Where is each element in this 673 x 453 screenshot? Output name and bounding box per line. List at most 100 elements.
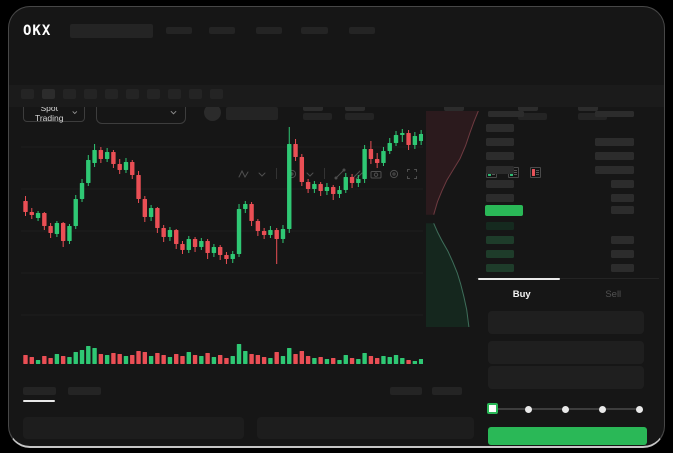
ask-row-amount [595,138,634,146]
ask-row-price[interactable] [486,124,514,132]
market-header: Spot Trading [9,53,664,124]
chevron-down-icon [72,111,78,115]
candlestick-chart[interactable] [21,107,423,369]
chart-type-icon[interactable] [237,167,250,180]
top-nav: OKX [9,7,664,53]
bottom-panel [23,417,244,439]
price-row-amount [611,206,634,214]
bottom-tab[interactable] [23,387,56,395]
buy-submit-button[interactable] [488,427,647,445]
interval-button[interactable] [168,89,181,99]
book-icon-line [514,174,517,176]
bid-row-price[interactable] [486,222,514,230]
chevron-down-icon[interactable] [255,167,268,180]
ask-row-amount [611,194,634,202]
interval-button[interactable] [105,89,118,99]
stat-value-placeholder [578,113,607,120]
order-form-input[interactable] [488,341,644,364]
drawing-tools [237,167,418,180]
last-price-bar[interactable] [485,205,523,216]
slider-stop[interactable] [525,406,532,413]
ask-row-price[interactable] [486,180,514,188]
okx-logo[interactable]: OKX [23,23,52,39]
book-icon-segment [532,169,535,176]
orderbook-header-right [595,111,634,117]
depth-chart [426,111,479,327]
nav-item[interactable] [349,27,375,34]
bid-row-price[interactable] [486,236,514,244]
book-icon-line [536,174,539,176]
slider-handle[interactable] [487,403,498,414]
bid-row-amount [611,264,634,272]
coin-icon [204,104,221,121]
ask-row-amount [595,152,634,160]
book-sells-icon[interactable] [530,167,541,178]
stat-label-placeholder [303,105,323,111]
trade-tabs: Buy Sell [476,278,659,309]
slider-stop[interactable] [636,406,643,413]
bottom-action[interactable] [432,387,462,395]
bottom-tab[interactable] [68,387,101,395]
camera-icon[interactable] [369,167,382,180]
chevron-down-icon [170,110,177,115]
nav-item[interactable] [166,27,192,34]
interval-button[interactable] [210,89,223,99]
trendline-icon[interactable] [333,167,346,180]
book-icon-line [536,171,539,173]
interval-button[interactable] [21,89,34,99]
bottom-active-tab-indicator [23,400,55,402]
slider-stop[interactable] [562,406,569,413]
toolbar-divider [324,168,325,179]
nav-item[interactable] [301,27,328,34]
chart-toolbar [9,85,664,179]
stat-value-placeholder [345,113,374,120]
interval-button[interactable] [189,89,202,99]
settings-icon[interactable] [387,167,400,180]
bid-row-price[interactable] [486,250,514,258]
ask-row-price[interactable] [486,152,514,160]
book-icon-line [492,174,495,176]
active-tab-indicator [478,278,560,280]
ask-row-amount [595,166,634,174]
pair-name-placeholder [226,107,278,120]
book-icon-line [536,169,539,171]
book-icon-segment [488,173,491,176]
toolbar-divider [276,168,277,179]
interval-button[interactable] [42,89,55,99]
ask-row-amount [611,180,634,188]
market-type-label: Spot Trading [34,102,64,123]
ask-row-price[interactable] [486,194,514,202]
tab-buy-label: Buy [512,288,531,300]
bid-row-price[interactable] [486,264,514,272]
tab-buy[interactable]: Buy [476,278,568,309]
tab-sell-label: Sell [605,288,622,300]
interval-button[interactable] [126,89,139,99]
bid-row-amount [611,236,634,244]
ask-row-price[interactable] [486,166,514,174]
tab-sell[interactable]: Sell [568,279,660,309]
nav-item[interactable] [256,27,282,34]
order-form-input[interactable] [488,366,644,389]
bottom-panel [257,417,474,439]
bid-row-amount [611,250,634,258]
ask-row-price[interactable] [486,138,514,146]
book-icon-line [514,171,517,173]
stat-value-placeholder [518,113,547,120]
stat-label-placeholder [578,105,598,111]
order-form-input[interactable] [488,311,644,334]
chevron-down-icon[interactable] [303,167,316,180]
orderbook-header-left [488,111,524,117]
stat-value-placeholder [303,113,332,120]
stat-label-placeholder [444,105,464,111]
interval-button[interactable] [63,89,76,99]
nav-item[interactable] [209,27,235,34]
interval-button[interactable] [84,89,97,99]
stat-label-placeholder [345,105,365,111]
slider-stop[interactable] [599,406,606,413]
fullscreen-icon[interactable] [405,167,418,180]
interval-button[interactable] [147,89,160,99]
stat-label-placeholder [518,105,538,111]
bottom-action[interactable] [390,387,422,395]
book-icon-line [514,169,517,171]
nav-search-placeholder[interactable] [70,24,153,38]
